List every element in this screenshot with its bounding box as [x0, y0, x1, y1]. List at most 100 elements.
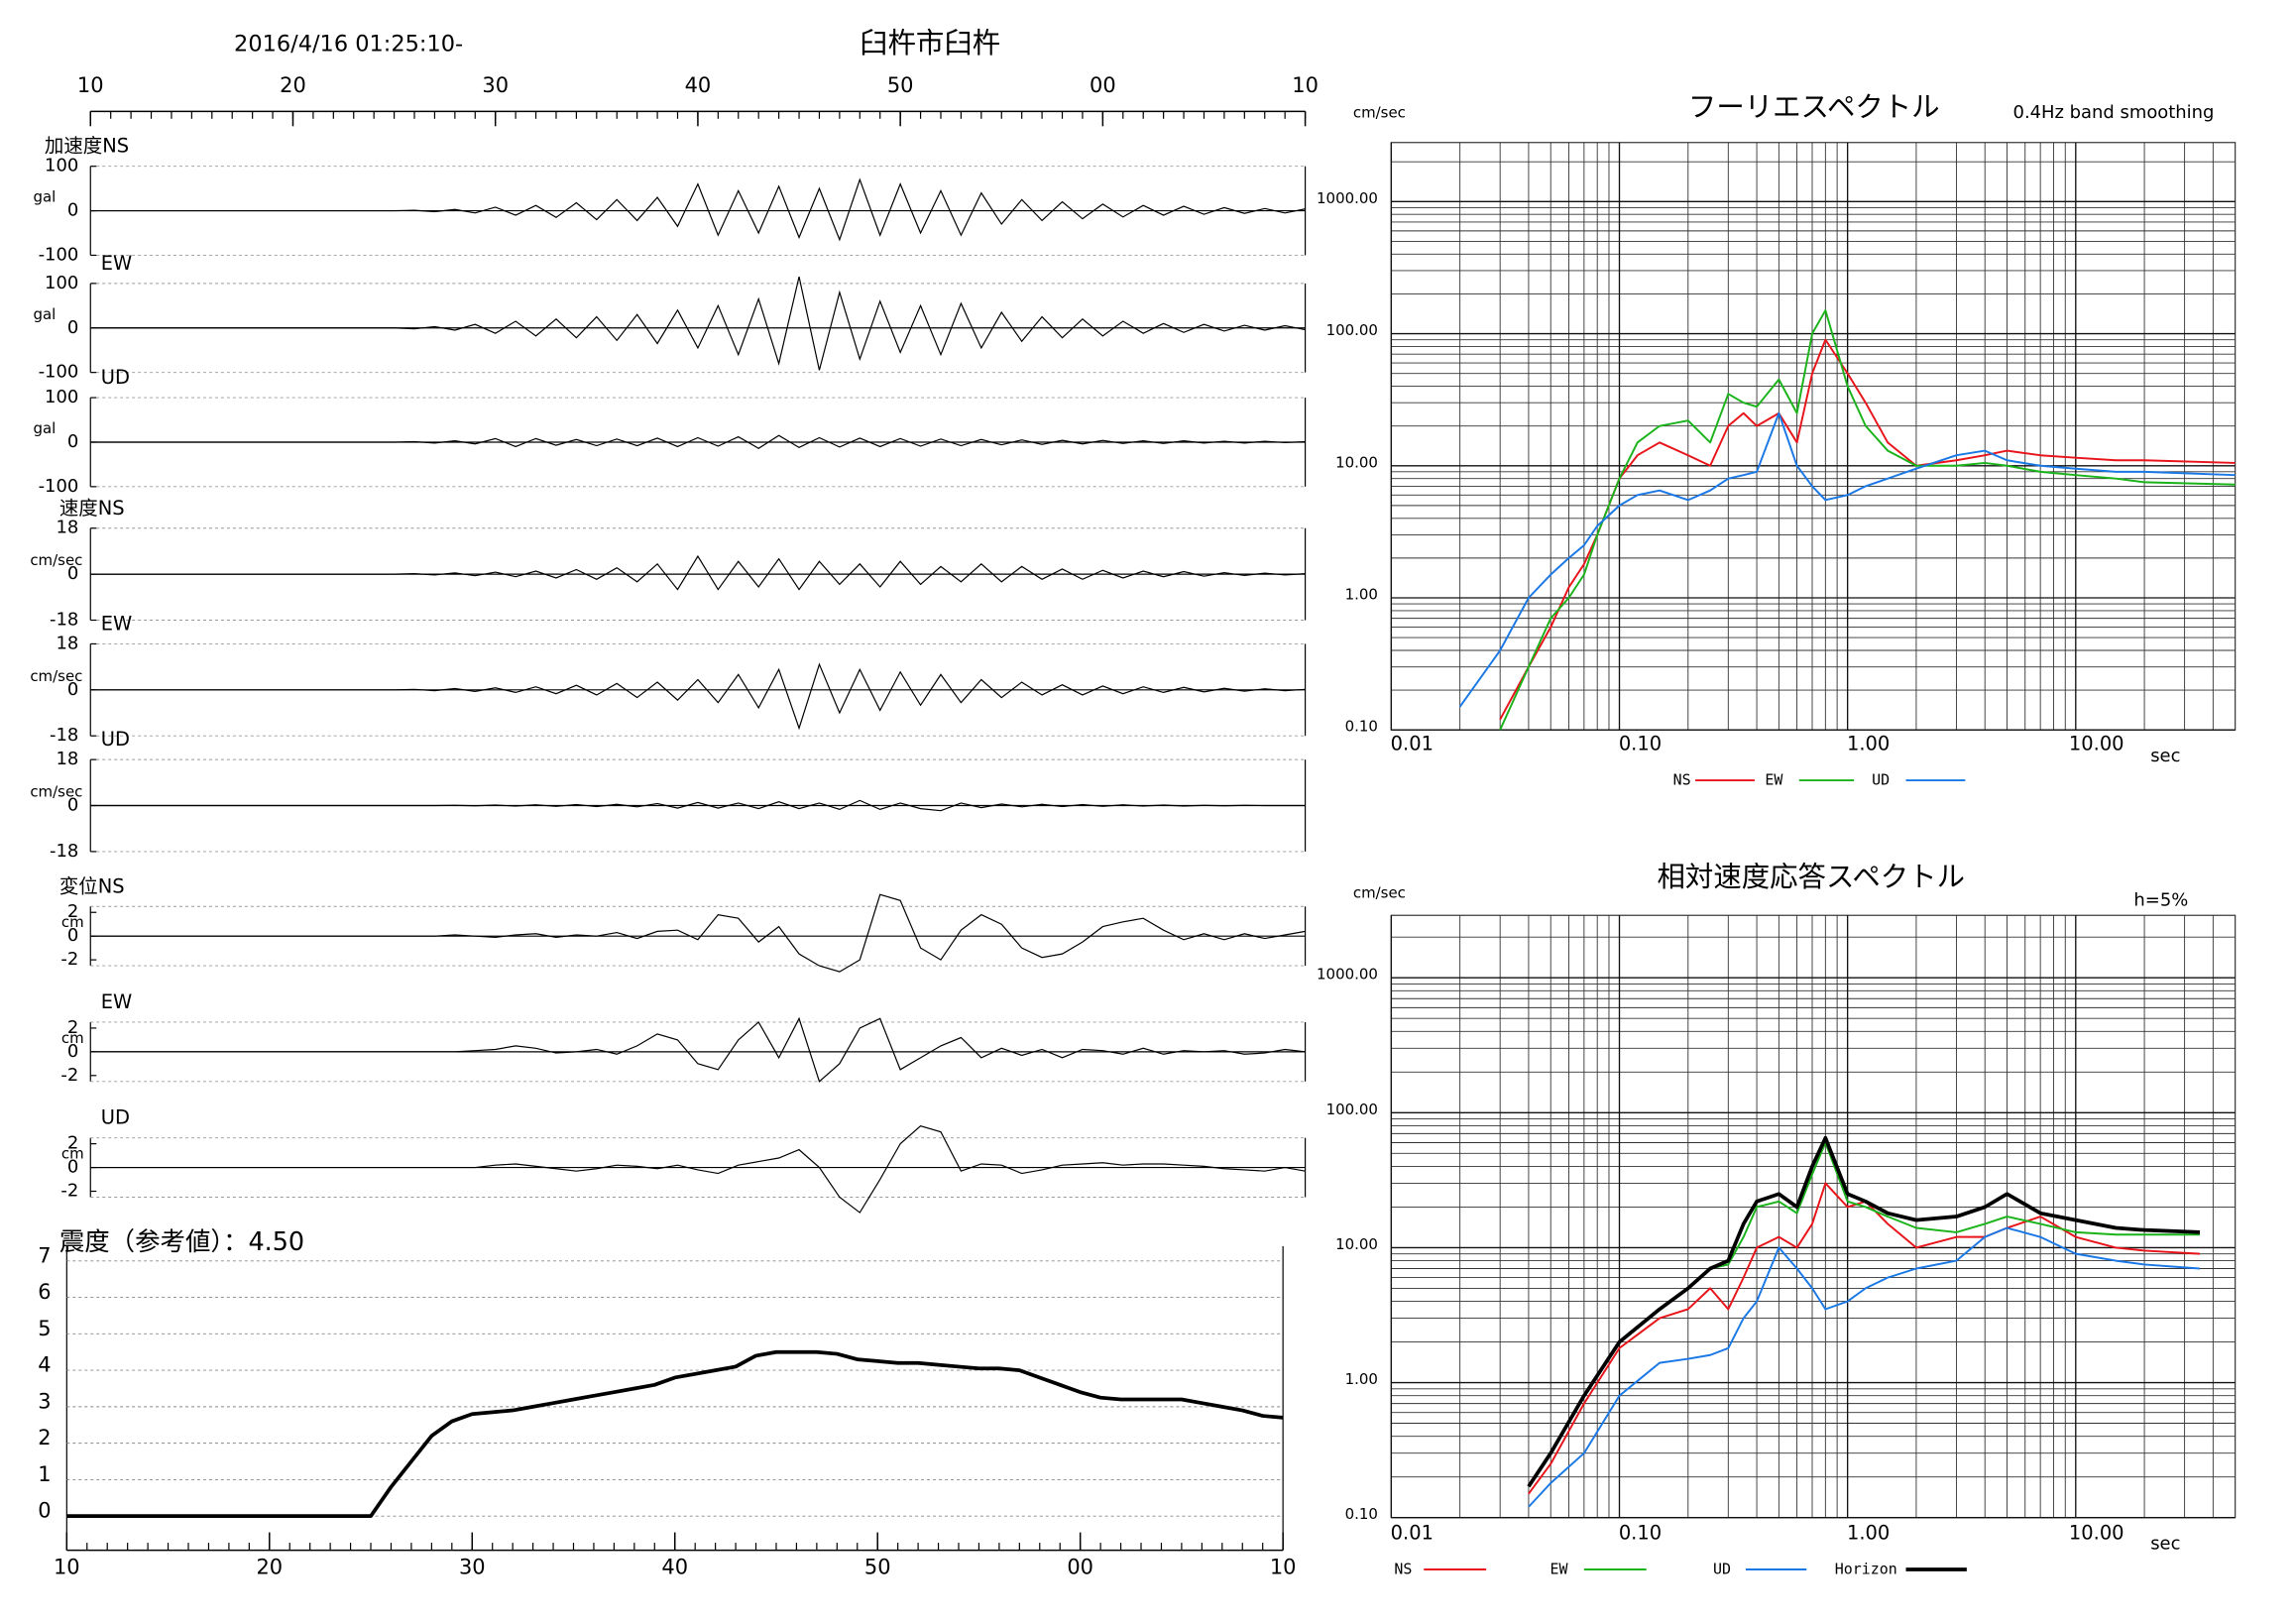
legend-label: EW — [1765, 771, 1782, 789]
panel-label: EW — [101, 252, 133, 275]
x-tick-label: 20 — [280, 73, 306, 97]
legend-label: Horizon — [1835, 1561, 1897, 1578]
panel-label: 変位NS — [59, 874, 125, 897]
y-tick-label: 0 — [67, 563, 78, 584]
chart-title: 相対速度応答スペクトル — [1658, 861, 1965, 893]
y-tick-label: 100 — [45, 387, 78, 407]
waveform — [90, 177, 1306, 242]
x-tick-label: 10 — [1270, 1556, 1297, 1579]
y-tick-label: 2 — [67, 901, 78, 922]
unit-label: cm — [61, 913, 84, 931]
y-tick-label: -2 — [60, 949, 78, 970]
unit-label: cm — [61, 1029, 84, 1047]
unit-label: cm/sec — [30, 667, 82, 685]
x-tick-label: 20 — [256, 1556, 283, 1579]
waveform — [90, 893, 1306, 973]
y-tick-label: -2 — [60, 1181, 78, 1202]
y-tick-label: 100.00 — [1326, 321, 1378, 339]
y-tick-label: 100 — [45, 156, 78, 176]
legend-label: UD — [1713, 1561, 1731, 1578]
waveform — [90, 434, 1306, 449]
y-tick-label: 0 — [67, 431, 78, 452]
y-axis-unit: cm/sec — [1353, 103, 1406, 121]
panel-label: 速度NS — [59, 497, 125, 520]
y-axis-unit: cm/sec — [1353, 883, 1406, 901]
y-tick-label: 0 — [67, 925, 78, 946]
unit-label: cm — [61, 1145, 84, 1163]
legend-label: NS — [1673, 771, 1691, 789]
y-tick-label: 1.00 — [1345, 1370, 1378, 1388]
x-tick-label: 0.10 — [1619, 1522, 1662, 1545]
panel-label: EW — [101, 990, 133, 1013]
waveform — [90, 277, 1306, 371]
y-tick-label: 100.00 — [1326, 1101, 1378, 1118]
legend-label: EW — [1550, 1561, 1567, 1578]
y-tick-label: 0 — [67, 1041, 78, 1062]
station-name: 臼杵市臼杵 — [860, 27, 1000, 59]
chart-title: フーリエスペクトル — [1688, 90, 1940, 123]
y-tick-label: 10.00 — [1335, 453, 1378, 471]
waveform — [90, 1125, 1306, 1214]
y-tick-label: 5 — [38, 1317, 51, 1340]
y-tick-label: 0 — [38, 1499, 51, 1523]
y-tick-label: 1000.00 — [1317, 966, 1378, 984]
x-tick-label: 00 — [1090, 73, 1116, 97]
x-axis-unit: sec — [2150, 746, 2180, 766]
y-tick-label: 2 — [67, 1133, 78, 1154]
x-tick-label: 10 — [54, 1556, 80, 1579]
x-tick-label: 40 — [661, 1556, 688, 1579]
series-line — [1527, 1135, 2201, 1488]
y-tick-label: 0 — [67, 679, 78, 700]
y-tick-label: -18 — [50, 609, 78, 630]
x-tick-label: 00 — [1067, 1556, 1093, 1579]
legend-label: NS — [1394, 1561, 1412, 1578]
x-tick-label: 50 — [887, 73, 914, 97]
waveform — [90, 799, 1306, 812]
x-tick-label: 0.10 — [1619, 733, 1662, 755]
y-tick-label: -100 — [39, 476, 79, 497]
y-tick-label: 18 — [56, 749, 78, 769]
y-tick-label: -2 — [60, 1065, 78, 1086]
y-tick-label: -100 — [39, 362, 79, 383]
x-tick-label: 10.00 — [2069, 733, 2124, 755]
unit-label: gal — [33, 419, 56, 437]
series-line — [1458, 411, 2236, 708]
y-tick-label: 0.10 — [1345, 1505, 1378, 1523]
x-tick-label: 40 — [685, 73, 712, 97]
legend-label: UD — [1872, 771, 1890, 789]
y-tick-label: 0 — [67, 795, 78, 816]
y-tick-label: 3 — [38, 1389, 51, 1413]
waveform — [90, 1016, 1306, 1083]
x-tick-label: 10 — [77, 73, 104, 97]
y-tick-label: 100 — [45, 273, 78, 293]
y-tick-label: -100 — [39, 244, 79, 265]
y-tick-label: 0 — [67, 200, 78, 221]
y-tick-label: 1000.00 — [1317, 189, 1378, 207]
waveform — [90, 662, 1306, 731]
series-line — [1528, 1182, 2201, 1495]
y-tick-label: 0 — [67, 317, 78, 338]
y-tick-label: 7 — [38, 1243, 51, 1267]
x-tick-label: 50 — [864, 1556, 891, 1579]
y-tick-label: 1 — [38, 1462, 51, 1486]
unit-label: gal — [33, 305, 56, 323]
y-tick-label: 0 — [67, 1157, 78, 1178]
panel-label: EW — [101, 612, 133, 635]
x-tick-label: 1.00 — [1847, 733, 1890, 755]
y-tick-label: 6 — [38, 1280, 51, 1304]
unit-label: cm/sec — [30, 783, 82, 801]
y-tick-label: 18 — [56, 633, 78, 653]
chart-title: 震度（参考値）：4.50 — [59, 1226, 304, 1256]
y-tick-label: 4 — [38, 1353, 51, 1377]
x-tick-label: 10 — [1292, 73, 1319, 97]
damping-note: h=5% — [2133, 889, 2188, 910]
y-tick-label: 18 — [56, 518, 78, 538]
chart-subtitle: 0.4Hz band smoothing — [2013, 102, 2215, 123]
x-axis-unit: sec — [2150, 1534, 2180, 1555]
y-tick-label: 0.10 — [1345, 718, 1378, 736]
waveform — [90, 554, 1306, 591]
panel-label: UD — [101, 728, 130, 751]
series-line — [1499, 309, 2236, 731]
